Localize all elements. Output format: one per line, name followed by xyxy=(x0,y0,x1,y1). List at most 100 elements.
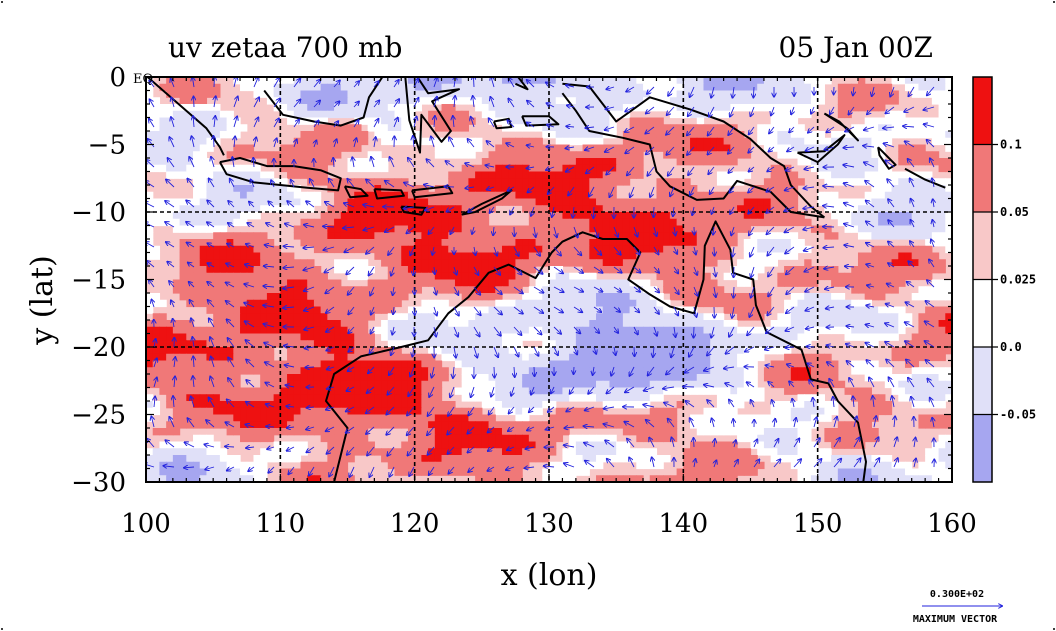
field-cell xyxy=(622,232,631,240)
field-cell xyxy=(320,401,328,409)
field-cell xyxy=(938,104,946,112)
field-cell xyxy=(407,414,416,422)
field-cell xyxy=(596,299,604,308)
field-cell xyxy=(898,151,906,159)
field-cell xyxy=(340,205,349,213)
field-cell xyxy=(461,232,469,240)
field-cell xyxy=(804,110,812,119)
field-cell xyxy=(784,360,792,368)
field-cell xyxy=(340,104,349,112)
field-cell xyxy=(515,151,523,159)
field-cell xyxy=(770,333,778,341)
field-cell xyxy=(710,353,718,362)
field-cell xyxy=(857,171,866,179)
field-cell xyxy=(817,266,825,274)
field-cell xyxy=(213,421,221,429)
field-cell xyxy=(596,171,604,179)
field-cell xyxy=(481,178,490,186)
field-cell xyxy=(656,333,664,341)
field-cell xyxy=(777,239,785,247)
field-cell xyxy=(931,137,940,146)
field-cell xyxy=(407,367,416,375)
field-cell xyxy=(226,374,234,382)
field-cell xyxy=(857,394,866,402)
field-cell xyxy=(434,151,443,159)
field-cell xyxy=(696,198,705,206)
field-cell xyxy=(441,198,449,206)
field-cell xyxy=(360,185,369,193)
field-cell xyxy=(743,367,752,375)
field-cell xyxy=(723,360,731,368)
field-cell xyxy=(293,279,302,287)
field-cell xyxy=(878,191,886,200)
field-cell xyxy=(179,374,187,382)
field-cell xyxy=(501,360,510,368)
field-cell xyxy=(596,83,604,92)
field-cell xyxy=(891,218,899,227)
field-cell xyxy=(213,205,221,213)
field-cell xyxy=(582,97,590,105)
field-cell xyxy=(918,90,926,98)
field-cell xyxy=(320,293,328,301)
field-cell xyxy=(468,171,476,179)
field-cell xyxy=(904,380,913,389)
field-cell xyxy=(804,374,812,382)
field-cell xyxy=(884,212,893,220)
field-cell xyxy=(676,124,684,132)
field-cell xyxy=(643,313,651,321)
field-cell xyxy=(448,97,456,105)
field-cell xyxy=(266,151,275,159)
field-cell xyxy=(891,178,899,186)
field-cell xyxy=(871,212,879,220)
field-cell xyxy=(596,380,604,389)
field-cell xyxy=(226,131,234,139)
field-cell xyxy=(515,77,523,85)
field-cell xyxy=(307,239,315,247)
field-cell xyxy=(622,218,631,227)
field-cell xyxy=(367,340,375,348)
field-cell xyxy=(407,104,416,112)
field-cell xyxy=(481,77,490,85)
field-cell xyxy=(340,367,349,375)
field-cell xyxy=(501,353,510,362)
field-cell xyxy=(596,198,604,206)
field-cell xyxy=(784,407,792,416)
field-cell xyxy=(562,198,570,206)
field-cell xyxy=(656,299,664,308)
field-cell xyxy=(904,394,913,402)
field-cell xyxy=(602,110,611,119)
field-cell xyxy=(233,347,241,355)
field-cell xyxy=(857,306,866,314)
field-cell xyxy=(146,232,154,240)
field-cell xyxy=(186,394,194,402)
field-cell xyxy=(864,306,872,314)
field-cell xyxy=(871,279,879,287)
field-cell xyxy=(522,232,530,240)
field-cell xyxy=(226,117,234,125)
field-cell xyxy=(542,306,550,314)
field-cell xyxy=(495,306,503,314)
field-cell xyxy=(528,313,537,321)
field-cell xyxy=(784,131,792,139)
field-cell xyxy=(407,232,416,240)
field-cell xyxy=(857,299,866,308)
field-cell xyxy=(193,414,201,422)
field-cell xyxy=(690,360,698,368)
field-cell xyxy=(441,407,449,416)
field-cell xyxy=(240,414,248,422)
field-cell xyxy=(891,313,899,321)
field-cell xyxy=(428,380,436,389)
field-cell xyxy=(193,191,201,200)
field-cell xyxy=(313,158,322,166)
field-cell xyxy=(555,272,564,281)
field-cell xyxy=(857,407,866,416)
field-cell xyxy=(354,293,362,301)
field-cell xyxy=(434,387,443,395)
field-cell xyxy=(737,279,745,287)
field-cell xyxy=(454,320,463,328)
field-cell xyxy=(636,212,644,220)
field-cell xyxy=(683,360,691,368)
field-cell xyxy=(152,340,161,348)
field-cell xyxy=(381,110,389,119)
field-cell xyxy=(320,360,328,368)
